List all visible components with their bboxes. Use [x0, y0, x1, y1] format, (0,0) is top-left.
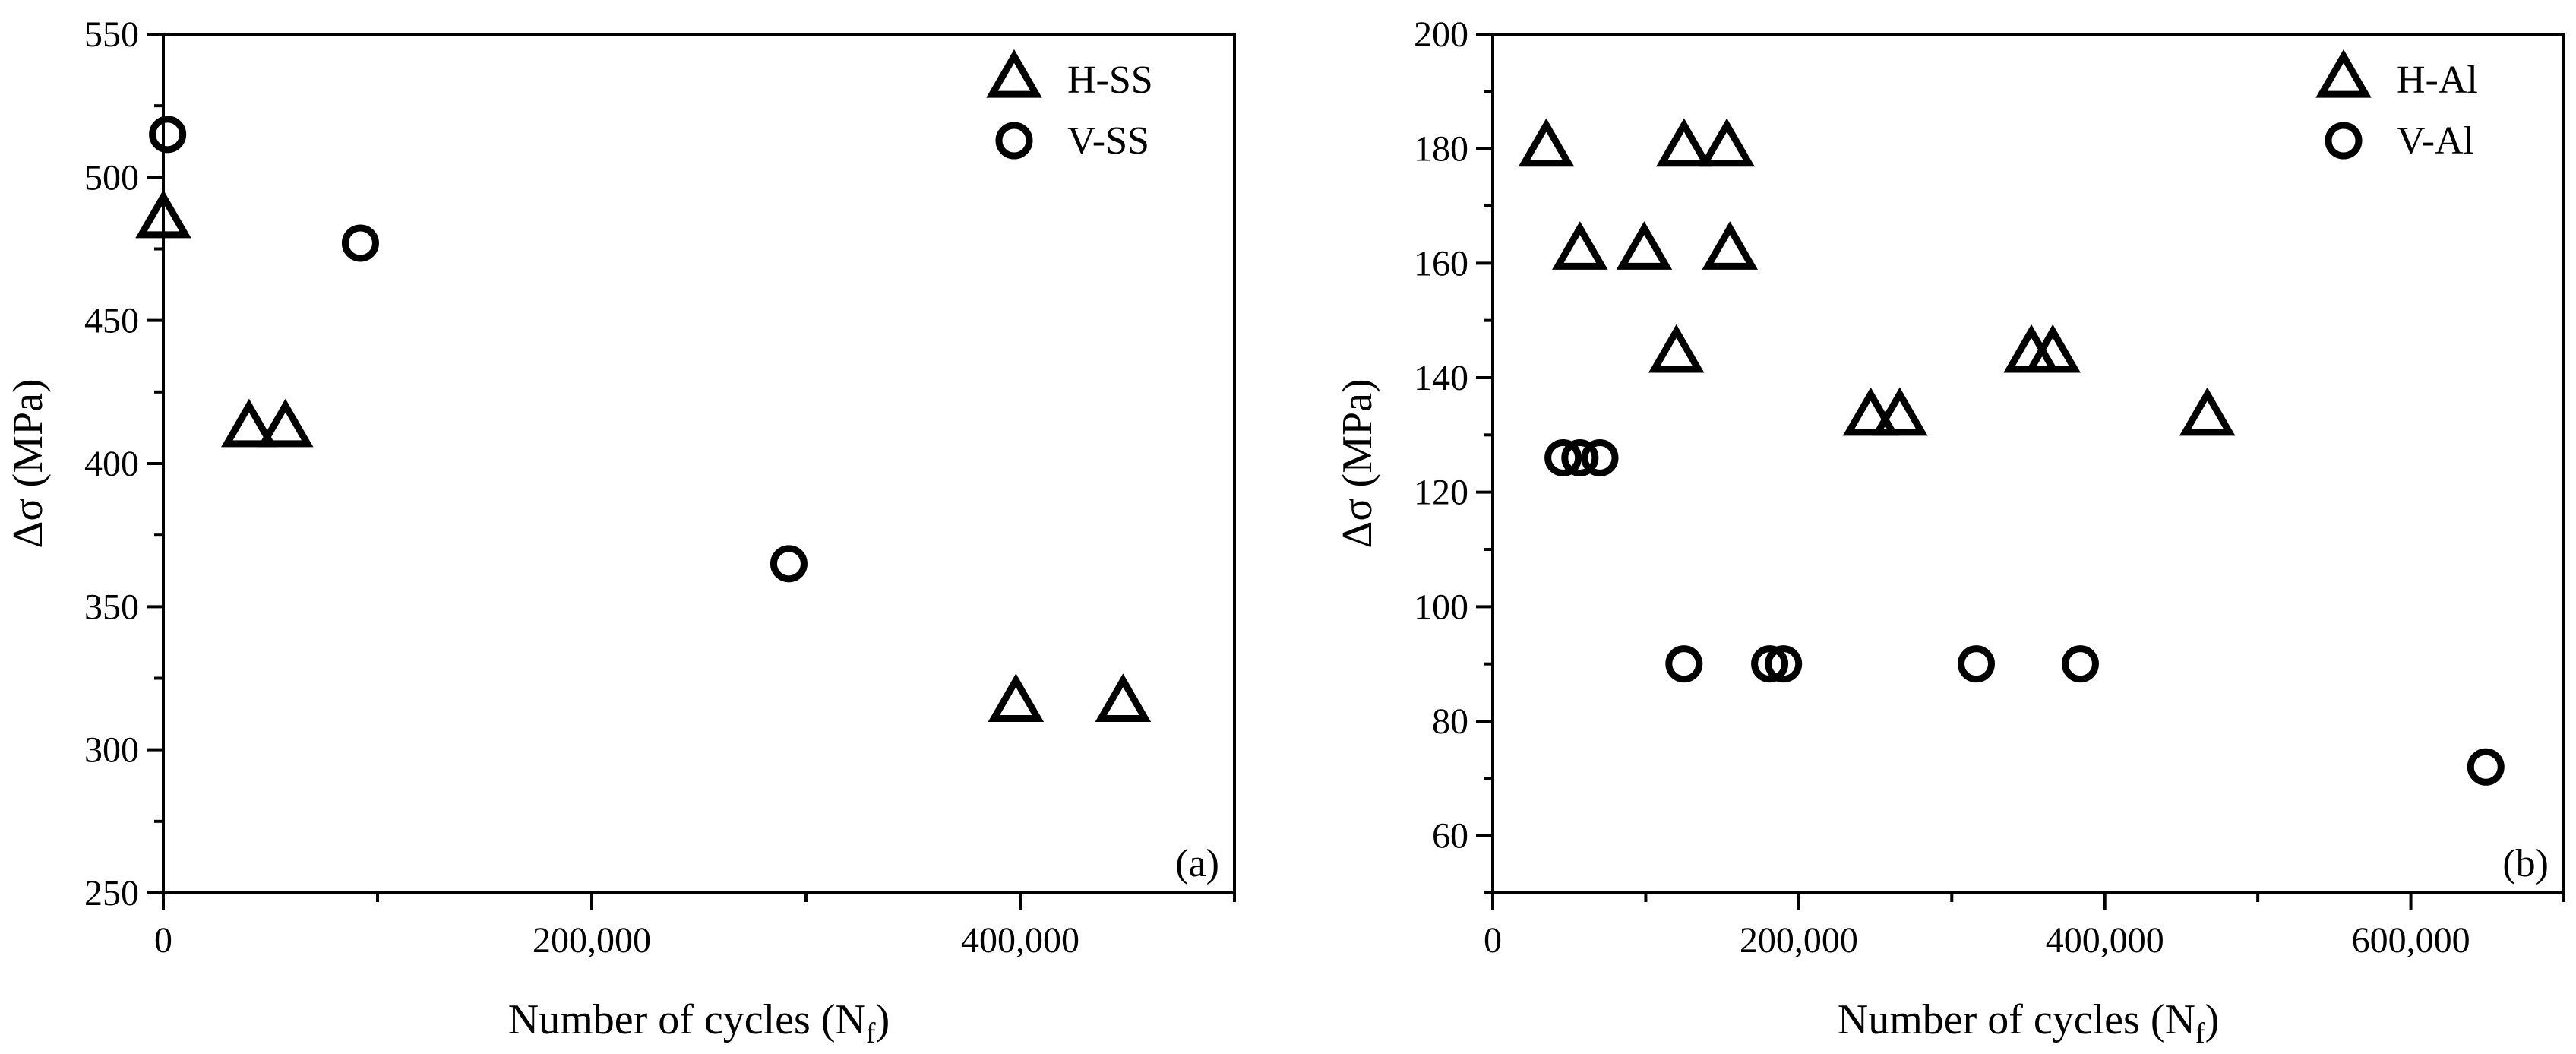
legend-label: V-Al	[2397, 119, 2474, 163]
panel-a: 0 200,000 400,000 250 300 350 400 450 500 550 Numb…	[5, 14, 1236, 1049]
data-point-circle	[1751, 645, 1789, 683]
y-tick-label: 120	[1414, 473, 1468, 513]
data-point-triangle	[1518, 118, 1575, 167]
series-V-Al	[1544, 438, 2505, 786]
data-point-triangle	[1552, 221, 1608, 270]
x-axis-title: Number of cycles (Nf)	[1838, 996, 2219, 1049]
x-tick-label: 0	[154, 920, 172, 961]
y-axis-title: Δσ (MPa)	[5, 378, 52, 548]
panel-label: (b)	[2502, 842, 2549, 885]
data-point-triangle	[257, 398, 314, 448]
data-point-circle	[1544, 438, 1582, 476]
y-tick-label: 180	[1414, 129, 1468, 169]
data-point-triangle	[135, 189, 191, 239]
legend-label: V-SS	[1067, 119, 1149, 163]
legend-triangle-marker	[2315, 49, 2372, 98]
plot-frame	[162, 33, 1236, 894]
data-point-circle	[1765, 645, 1803, 683]
y-tick-label: 80	[1432, 701, 1468, 742]
data-point-triangle	[1842, 387, 1899, 436]
y-tick-label: 200	[1414, 14, 1468, 55]
x-axis-title-close: )	[2205, 996, 2220, 1043]
y-tick-label: 350	[84, 587, 139, 627]
x-axis-title-subscript: f	[866, 1018, 876, 1049]
x-axis-title-close: )	[876, 996, 890, 1043]
panel-b: 0 200,000 400,000 600,000 60 80 100 120 140 160 18…	[1334, 14, 2565, 1049]
data-point-circle	[2467, 748, 2505, 786]
y-tick-label: 100	[1414, 587, 1468, 627]
legend-triangle-marker	[986, 49, 1042, 98]
x-tick-label: 600,000	[2352, 920, 2470, 961]
y-tick-label: 500	[84, 157, 139, 198]
panel-label: (a)	[1175, 842, 1219, 885]
data-point-circle	[1958, 645, 1996, 683]
data-point-triangle	[988, 673, 1045, 722]
data-point-circle	[2061, 645, 2099, 683]
x-tick-label: 200,000	[1740, 920, 1858, 961]
data-point-triangle	[2179, 387, 2236, 436]
data-point-circle	[770, 545, 808, 583]
series-H-Al	[1518, 118, 2236, 436]
y-tick-label: 450	[84, 301, 139, 341]
data-point-circle	[1581, 438, 1619, 476]
data-point-circle	[1561, 438, 1599, 476]
x-tick-label: 400,000	[2046, 920, 2164, 961]
series-H-SS	[135, 189, 1152, 722]
data-point-triangle	[1655, 118, 1712, 167]
x-tick-label: 400,000	[961, 920, 1079, 961]
y-axis-title: Δσ (MPa)	[1334, 378, 1381, 548]
y-tick-label: 550	[84, 14, 139, 55]
y-tick-label: 140	[1414, 358, 1468, 398]
data-point-triangle	[1616, 221, 1673, 270]
data-point-circle	[1665, 645, 1703, 683]
data-point-triangle	[1702, 221, 1759, 270]
data-point-triangle	[1699, 118, 1755, 167]
x-tick-label: 200,000	[533, 920, 651, 961]
y-tick-label: 160	[1414, 243, 1468, 283]
x-axis-title: Number of cycles (Nf)	[508, 996, 890, 1049]
plot-frame	[1491, 33, 2565, 894]
data-point-circle	[149, 116, 187, 154]
y-tick-label: 300	[84, 730, 139, 771]
data-point-triangle	[1872, 387, 1928, 436]
x-axis-title-main: Number of cycles (N	[1838, 996, 2195, 1043]
data-point-triangle	[221, 398, 277, 448]
y-tick-label: 60	[1432, 816, 1468, 856]
y-tick-label: 250	[84, 873, 139, 913]
y-tick-label: 400	[84, 444, 139, 484]
data-point-triangle	[1095, 673, 1152, 722]
legend-label: H-Al	[2397, 59, 2478, 102]
x-axis-title-main: Number of cycles (N	[508, 996, 866, 1043]
data-point-triangle	[2024, 324, 2081, 373]
legend-circle-marker	[2325, 122, 2363, 160]
x-tick-label: 0	[1484, 920, 1502, 961]
series-V-SS	[149, 116, 808, 583]
data-point-circle	[341, 224, 379, 262]
legend-circle-marker	[995, 122, 1033, 160]
x-axis-title-subscript: f	[2195, 1018, 2205, 1049]
legend-label: H-SS	[1067, 59, 1153, 102]
data-point-triangle	[1648, 324, 1705, 373]
